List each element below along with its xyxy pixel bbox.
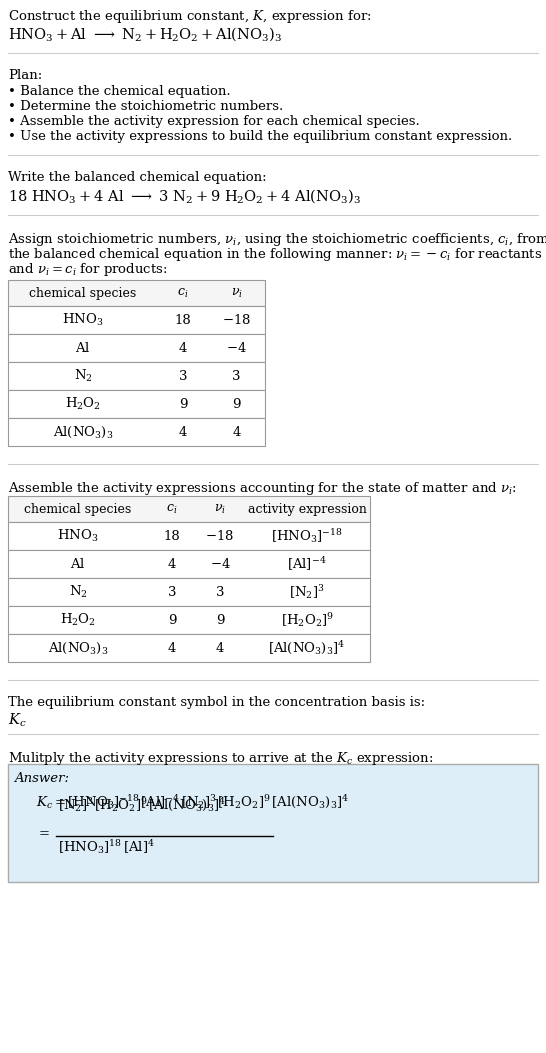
Text: • Assemble the activity expression for each chemical species.: • Assemble the activity expression for e… [8, 115, 420, 128]
Text: 9: 9 [179, 397, 187, 411]
Text: 4: 4 [168, 641, 176, 655]
Text: chemical species: chemical species [29, 286, 136, 299]
FancyBboxPatch shape [8, 522, 370, 550]
Text: 4: 4 [179, 425, 187, 438]
Text: $[\mathrm{N_2}]^{3}\,[\mathrm{H_2O_2}]^{9}\,[\mathrm{Al(NO_3)_3}]^{4}$: $[\mathrm{N_2}]^{3}\,[\mathrm{H_2O_2}]^{… [58, 797, 226, 814]
Text: Assemble the activity expressions accounting for the state of matter and $\nu_i$: Assemble the activity expressions accoun… [8, 480, 517, 497]
Text: Plan:: Plan: [8, 69, 42, 82]
Text: $\mathrm{H_2O_2}$: $\mathrm{H_2O_2}$ [60, 612, 96, 628]
FancyBboxPatch shape [8, 605, 370, 634]
Text: $-18$: $-18$ [205, 529, 235, 543]
Text: chemical species: chemical species [25, 502, 132, 516]
Text: 18: 18 [164, 530, 180, 542]
Text: $\mathrm{18\ HNO_3 + 4\ Al\  \longrightarrow\  3\ N_2 + 9\ H_2O_2 + 4\ Al(NO_3)_: $\mathrm{18\ HNO_3 + 4\ Al\ \longrightar… [8, 187, 361, 204]
Text: 4: 4 [179, 341, 187, 355]
Text: 4: 4 [216, 641, 224, 655]
Text: $\nu_i$: $\nu_i$ [214, 502, 226, 516]
Text: $K_c$: $K_c$ [8, 712, 27, 730]
Text: 4: 4 [232, 425, 241, 438]
Text: 4: 4 [168, 557, 176, 571]
FancyBboxPatch shape [8, 418, 265, 446]
Text: $-4$: $-4$ [210, 557, 230, 571]
Text: • Balance the chemical equation.: • Balance the chemical equation. [8, 85, 230, 98]
Text: 3: 3 [179, 370, 187, 382]
FancyBboxPatch shape [8, 280, 265, 306]
Text: $\mathrm{Al}$: $\mathrm{Al}$ [75, 341, 91, 355]
Text: 9: 9 [232, 397, 241, 411]
Text: $c_i$: $c_i$ [177, 286, 189, 299]
FancyBboxPatch shape [8, 306, 265, 334]
Text: $\nu_i$: $\nu_i$ [230, 286, 242, 299]
Text: Construct the equilibrium constant, $K$, expression for:: Construct the equilibrium constant, $K$,… [8, 8, 372, 25]
Text: $\mathrm{Al(NO_3)_3}$: $\mathrm{Al(NO_3)_3}$ [53, 424, 113, 439]
Text: the balanced chemical equation in the following manner: $\nu_i = -c_i$ for react: the balanced chemical equation in the fo… [8, 246, 542, 263]
FancyBboxPatch shape [8, 390, 265, 418]
FancyBboxPatch shape [8, 578, 370, 605]
Text: $\mathrm{HNO_3 + Al\  \longrightarrow\  N_2 + H_2O_2 + Al(NO_3)_3}$: $\mathrm{HNO_3 + Al\ \longrightarrow\ N_… [8, 25, 282, 43]
Text: Write the balanced chemical equation:: Write the balanced chemical equation: [8, 171, 266, 184]
Text: $\mathrm{N_2}$: $\mathrm{N_2}$ [74, 367, 92, 384]
Text: Assign stoichiometric numbers, $\nu_i$, using the stoichiometric coefficients, $: Assign stoichiometric numbers, $\nu_i$, … [8, 231, 546, 249]
Text: $K_c = [\mathrm{HNO_3}]^{-18}\,[\mathrm{Al}]^{-4}\,[\mathrm{N_2}]^{3}\,[\mathrm{: $K_c = [\mathrm{HNO_3}]^{-18}\,[\mathrm{… [36, 794, 349, 811]
Text: 3: 3 [168, 585, 176, 598]
Text: 3: 3 [216, 585, 224, 598]
Text: $[\mathrm{HNO_3}]^{18}\,[\mathrm{Al}]^{4}$: $[\mathrm{HNO_3}]^{18}\,[\mathrm{Al}]^{4… [58, 838, 155, 856]
Text: $-18$: $-18$ [222, 313, 251, 327]
Text: The equilibrium constant symbol in the concentration basis is:: The equilibrium constant symbol in the c… [8, 696, 425, 709]
Text: $\mathrm{Al}$: $\mathrm{Al}$ [70, 557, 86, 571]
Text: 18: 18 [175, 314, 192, 326]
Text: $\mathrm{HNO_3}$: $\mathrm{HNO_3}$ [62, 312, 104, 329]
Text: and $\nu_i = c_i$ for products:: and $\nu_i = c_i$ for products: [8, 261, 168, 278]
Text: $\mathrm{Al(NO_3)_3}$: $\mathrm{Al(NO_3)_3}$ [48, 640, 108, 656]
Text: $\mathrm{HNO_3}$: $\mathrm{HNO_3}$ [57, 528, 99, 544]
FancyBboxPatch shape [8, 550, 370, 578]
FancyBboxPatch shape [8, 334, 265, 362]
Text: Mulitply the activity expressions to arrive at the $K_c$ expression:: Mulitply the activity expressions to arr… [8, 750, 434, 767]
Text: $[\mathrm{N_2}]^{3}$: $[\mathrm{N_2}]^{3}$ [289, 583, 325, 601]
Text: $\mathrm{N_2}$: $\mathrm{N_2}$ [69, 584, 87, 600]
Text: Answer:: Answer: [14, 772, 69, 784]
Text: 3: 3 [232, 370, 241, 382]
Text: $[\mathrm{Al(NO_3)_3}]^{4}$: $[\mathrm{Al(NO_3)_3}]^{4}$ [268, 639, 346, 657]
Text: 9: 9 [216, 614, 224, 627]
Text: $[\mathrm{H_2O_2}]^{9}$: $[\mathrm{H_2O_2}]^{9}$ [281, 611, 334, 629]
FancyBboxPatch shape [8, 634, 370, 662]
FancyBboxPatch shape [8, 496, 370, 522]
Text: $-4$: $-4$ [226, 341, 247, 355]
Text: • Use the activity expressions to build the equilibrium constant expression.: • Use the activity expressions to build … [8, 130, 512, 143]
FancyBboxPatch shape [8, 764, 538, 882]
Text: 9: 9 [168, 614, 176, 627]
Text: $=$: $=$ [36, 826, 50, 838]
Text: $[\mathrm{HNO_3}]^{-18}$: $[\mathrm{HNO_3}]^{-18}$ [271, 526, 343, 545]
FancyBboxPatch shape [8, 362, 265, 390]
Text: $[\mathrm{Al}]^{-4}$: $[\mathrm{Al}]^{-4}$ [287, 555, 327, 573]
Text: activity expression: activity expression [247, 502, 366, 516]
Text: $\mathrm{H_2O_2}$: $\mathrm{H_2O_2}$ [65, 396, 101, 412]
Text: • Determine the stoichiometric numbers.: • Determine the stoichiometric numbers. [8, 100, 283, 113]
Text: $c_i$: $c_i$ [167, 502, 177, 516]
